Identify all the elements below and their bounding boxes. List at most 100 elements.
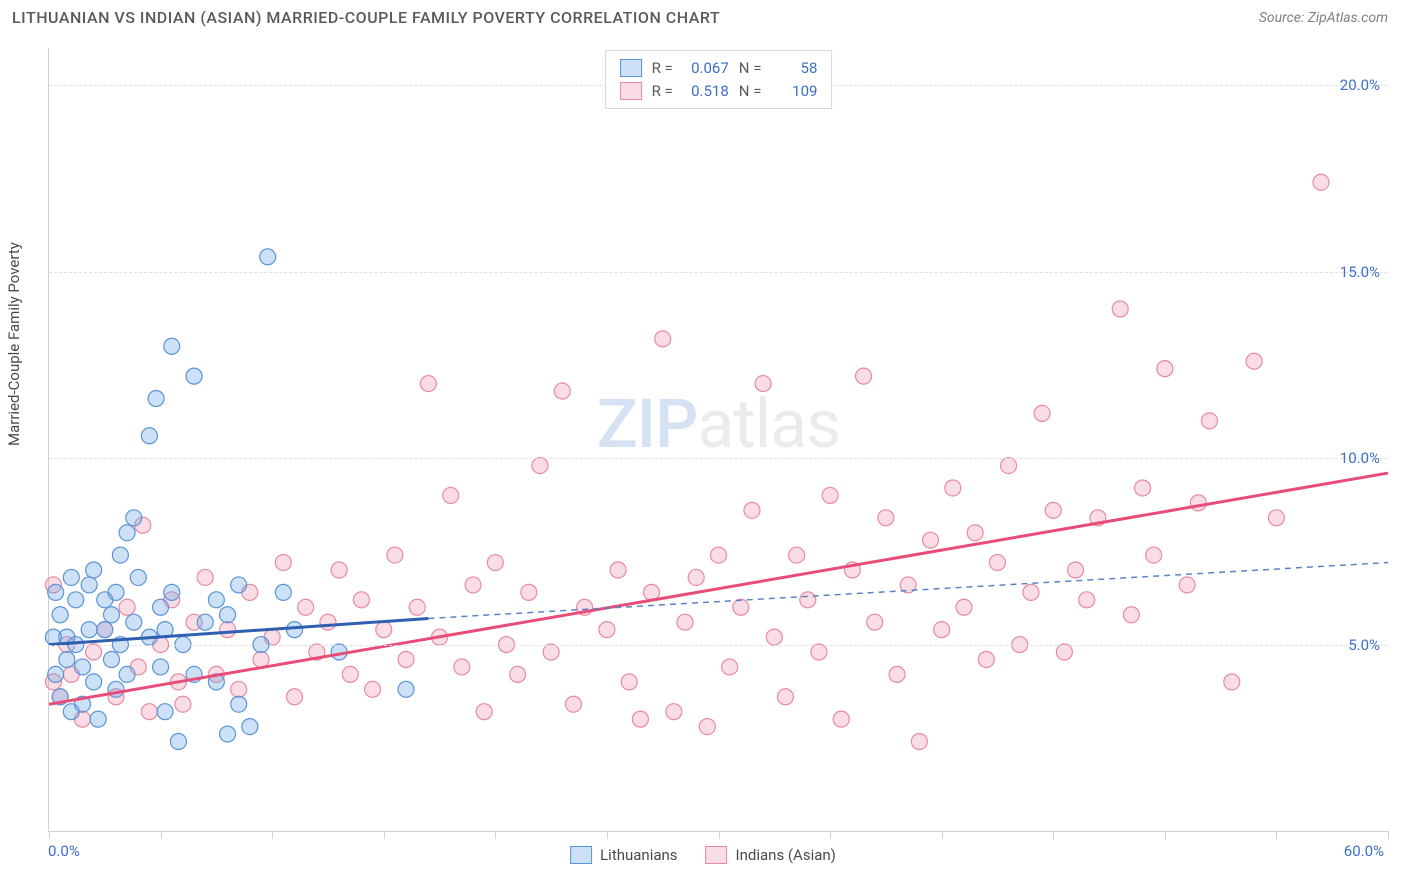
scatter-point bbox=[610, 562, 626, 578]
scatter-point bbox=[755, 376, 771, 392]
gridline bbox=[49, 458, 1388, 459]
scatter-point bbox=[68, 592, 84, 608]
scatter-point bbox=[186, 368, 202, 384]
scatter-point bbox=[409, 599, 425, 615]
scatter-point bbox=[331, 562, 347, 578]
scatter-point bbox=[153, 599, 169, 615]
scatter-point bbox=[153, 659, 169, 675]
scatter-point bbox=[164, 338, 180, 354]
legend-stat-swatch bbox=[620, 82, 642, 100]
r-label: R = bbox=[652, 57, 673, 80]
scatter-point bbox=[856, 368, 872, 384]
scatter-point bbox=[699, 719, 715, 735]
scatter-point bbox=[1201, 413, 1217, 429]
legend-series2-label: Indians (Asian) bbox=[736, 846, 836, 864]
scatter-point bbox=[353, 592, 369, 608]
scatter-point bbox=[141, 428, 157, 444]
scatter-point bbox=[141, 704, 157, 720]
y-axis-title: Married-Couple Family Poverty bbox=[5, 242, 23, 446]
scatter-point bbox=[1157, 361, 1173, 377]
r-value: 0.518 bbox=[683, 80, 729, 103]
scatter-point bbox=[1045, 502, 1061, 518]
scatter-point bbox=[688, 569, 704, 585]
scatter-point bbox=[90, 711, 106, 727]
legend-stat-swatch bbox=[620, 59, 642, 77]
y-tick-label: 5.0% bbox=[1348, 636, 1380, 654]
x-tick bbox=[1276, 831, 1277, 839]
scatter-point bbox=[74, 659, 90, 675]
scatter-point bbox=[242, 719, 258, 735]
scatter-point bbox=[923, 532, 939, 548]
scatter-point bbox=[231, 681, 247, 697]
x-tick bbox=[719, 831, 720, 839]
scatter-point bbox=[420, 376, 436, 392]
x-tick bbox=[830, 831, 831, 839]
scatter-point bbox=[220, 726, 236, 742]
scatter-point bbox=[554, 383, 570, 399]
scatter-point bbox=[565, 696, 581, 712]
scatter-point bbox=[1023, 584, 1039, 600]
scatter-point bbox=[766, 629, 782, 645]
scatter-point bbox=[956, 599, 972, 615]
x-tick bbox=[607, 831, 608, 839]
scatter-point bbox=[119, 599, 135, 615]
scatter-point bbox=[197, 569, 213, 585]
scatter-point bbox=[1179, 577, 1195, 593]
scatter-point bbox=[220, 607, 236, 623]
scatter-point bbox=[677, 614, 693, 630]
scatter-point bbox=[811, 644, 827, 660]
scatter-point bbox=[365, 681, 381, 697]
scatter-point bbox=[867, 614, 883, 630]
scatter-point bbox=[1079, 592, 1095, 608]
r-value: 0.067 bbox=[683, 57, 729, 80]
scatter-point bbox=[275, 584, 291, 600]
scatter-point bbox=[157, 704, 173, 720]
scatter-point bbox=[989, 555, 1005, 571]
scatter-point bbox=[1268, 510, 1284, 526]
scatter-point bbox=[833, 711, 849, 727]
scatter-point bbox=[103, 651, 119, 667]
legend-stat-row: R =0.518N =109 bbox=[620, 80, 818, 103]
scatter-point bbox=[1246, 353, 1262, 369]
x-axis-min-label: 0.0% bbox=[48, 842, 80, 860]
x-tick bbox=[1053, 831, 1054, 839]
scatter-point bbox=[130, 569, 146, 585]
n-label: N = bbox=[739, 57, 762, 80]
x-tick bbox=[495, 831, 496, 839]
scatter-point bbox=[822, 487, 838, 503]
scatter-point bbox=[476, 704, 492, 720]
scatter-point bbox=[1135, 480, 1151, 496]
scatter-point bbox=[1001, 458, 1017, 474]
scatter-plot-svg bbox=[49, 48, 1388, 831]
legend-series2: Indians (Asian) bbox=[706, 846, 836, 864]
scatter-point bbox=[1068, 562, 1084, 578]
scatter-point bbox=[711, 547, 727, 563]
legend-swatch-pink bbox=[706, 846, 728, 864]
scatter-point bbox=[599, 622, 615, 638]
y-tick-label: 10.0% bbox=[1340, 449, 1380, 467]
scatter-point bbox=[1224, 674, 1240, 690]
scatter-point bbox=[789, 547, 805, 563]
scatter-point bbox=[443, 487, 459, 503]
x-tick bbox=[1165, 831, 1166, 839]
scatter-point bbox=[398, 651, 414, 667]
scatter-point bbox=[220, 622, 236, 638]
scatter-point bbox=[119, 666, 135, 682]
scatter-point bbox=[621, 674, 637, 690]
scatter-point bbox=[1146, 547, 1162, 563]
legend-series1-label: Lithuanians bbox=[600, 846, 677, 864]
x-axis-max-label: 60.0% bbox=[1344, 842, 1384, 860]
scatter-point bbox=[376, 622, 392, 638]
x-tick bbox=[1388, 831, 1389, 839]
scatter-point bbox=[126, 510, 142, 526]
scatter-point bbox=[48, 584, 64, 600]
scatter-point bbox=[1056, 644, 1072, 660]
scatter-point bbox=[275, 555, 291, 571]
scatter-point bbox=[967, 525, 983, 541]
scatter-point bbox=[398, 681, 414, 697]
scatter-point bbox=[170, 734, 186, 750]
scatter-point bbox=[777, 689, 793, 705]
scatter-point bbox=[1112, 301, 1128, 317]
legend-series1: Lithuanians bbox=[570, 846, 677, 864]
scatter-point bbox=[97, 622, 113, 638]
